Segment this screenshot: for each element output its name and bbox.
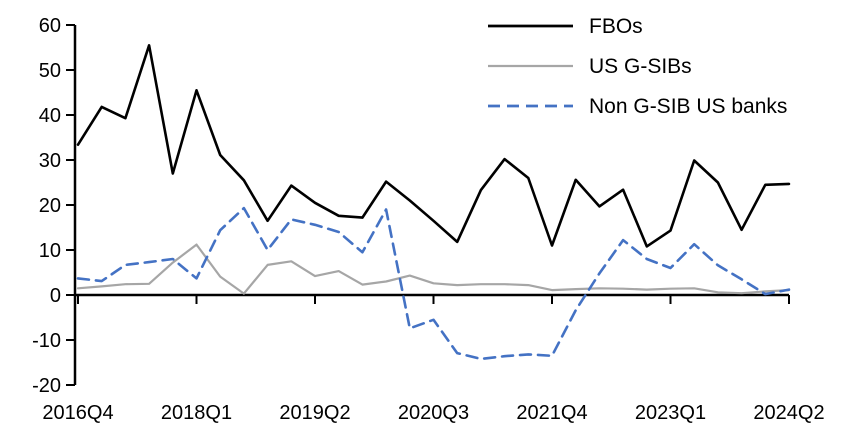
x-tick-label: 2019Q2: [279, 402, 350, 424]
legend-label: US G-SIBs: [589, 55, 692, 78]
x-tick-label: 2020Q3: [398, 402, 469, 424]
legend-label: FBOs: [589, 15, 643, 38]
x-tick-label: 2016Q4: [42, 402, 113, 424]
legend-label: Non G-SIB US banks: [589, 95, 787, 118]
legend-item-fbos: FBOs: [488, 15, 643, 38]
y-tick-label: 40: [39, 105, 61, 127]
y-tick-label: -10: [32, 330, 61, 352]
chart-line-non-g-sib-us-banks: [76, 206, 791, 361]
y-tick-label: 20: [39, 195, 61, 217]
y-tick-label: 10: [39, 240, 61, 262]
y-tick-label: -20: [32, 375, 61, 397]
legend-item-us-g-sibs: US G-SIBs: [488, 55, 692, 78]
x-tick-label: 2018Q1: [161, 402, 232, 424]
chart-line-fbos: [76, 43, 791, 248]
chart-line-us-g-sibs: [76, 243, 791, 295]
y-tick-label: 60: [39, 15, 61, 37]
y-tick-label: 30: [39, 150, 61, 172]
x-tick-label: 2023Q1: [635, 402, 706, 424]
legend-item-non-g-sib-us-banks: Non G-SIB US banks: [488, 95, 787, 118]
x-tick-label: 2024Q2: [753, 402, 824, 424]
y-tick-label: 50: [39, 60, 61, 82]
x-tick-label: 2021Q4: [516, 402, 587, 424]
y-tick-label: 0: [50, 285, 61, 307]
